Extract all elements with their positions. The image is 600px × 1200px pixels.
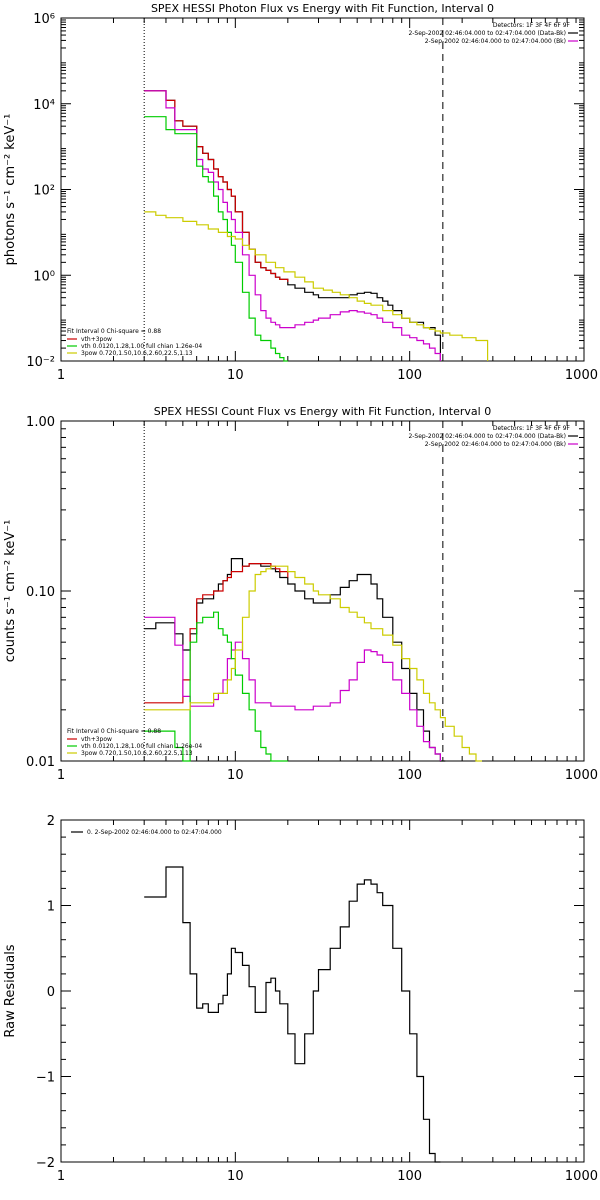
series-line-2 [144,90,289,282]
y-tick-label: −1 [36,1071,55,1086]
y-tick-label: 10⁶ [33,12,55,27]
y-axis-label: photons s⁻¹ cm⁻² keV⁻¹ [3,114,18,266]
fit-legend-item: 3pow 0.720,1.50,10.6,2.60,22.5,1.13 [81,750,193,757]
plot-frame [60,819,585,1163]
x-minor-ticks [112,820,577,1162]
chart-panel-2: SPEX HESSI Count Flux vs Energy with Fit… [3,405,598,783]
series-line-1 [144,866,441,1163]
y-axis-label: Raw Residuals [3,944,18,1037]
chart-panel-3: Raw Residuals 1 10 100 1000 −2 −1 0 1 2 0. 2-Sep-2… [3,814,598,1184]
x-minor-ticks [112,421,577,761]
x-tick-label: 1000 [565,1169,598,1184]
chart-title: SPEX HESSI Count Flux vs Energy with Fit… [154,405,491,418]
x-minor-ticks [112,18,577,361]
y-tick-label: 0 [47,985,55,1000]
chart-panel-1: SPEX HESSI Photon Flux vs Energy with Fi… [3,2,598,383]
x-tick-label: 100 [397,368,422,383]
x-tick-label: 100 [397,1169,422,1184]
x-tick-label: 1 [57,768,65,783]
legend-header: Detectors: 1F 3F 4F 6F 9F [493,425,571,432]
y-tick-label: 0.01 [26,755,55,770]
y-tick-label: 10⁴ [33,98,55,113]
x-tick-label: 10 [227,368,244,383]
legend-header: Detectors: 1F 3F 4F 6F 9F [493,22,571,29]
plot-frame [60,17,585,362]
legend-item: 2-Sep-2002 02:46:04.000 to 02:47:04.000 … [408,433,566,440]
series-line-5 [144,565,482,762]
fit-legend-item: vth 0.0120,1.28,1.00 full chian 1.26e-04 [81,743,202,750]
series-line-2 [144,563,289,704]
fit-legend-item: vth+3pow [81,336,112,343]
y-axis-label: counts s⁻¹ cm⁻² keV⁻¹ [3,520,18,663]
fit-legend-item: vth+3pow [81,736,112,743]
fit-legend-header: Fit Interval 0 Chi-square = 0.88 [67,728,161,735]
series-line-4 [144,611,288,762]
x-tick-label: 1 [57,368,65,383]
series-line-3 [144,90,441,361]
plot-frame [60,420,585,762]
series-line-4 [144,116,288,362]
series-line-1 [144,90,441,361]
x-tick-label: 1 [57,1169,65,1184]
x-tick-label: 1000 [565,768,598,783]
legend-item: 2-Sep-2002 02:46:04.000 to 02:47:04.000 … [425,441,566,448]
series-line-3 [144,616,441,761]
x-tick-label: 1000 [565,368,598,383]
fit-legend-header: Fit Interval 0 Chi-square = 0.88 [67,328,161,335]
y-tick-label: 10⁻² [26,355,55,370]
y-tick-label: 1 [47,900,55,915]
legend-item: 2-Sep-2002 02:46:04.000 to 02:47:04.000 … [425,38,566,45]
x-tick-label: 10 [227,1169,244,1184]
legend-item: 2-Sep-2002 02:46:04.000 to 02:47:04.000 … [408,30,566,37]
y-tick-label: 10⁰ [33,269,55,284]
series-line-5 [144,211,489,361]
series-line-1 [144,558,446,762]
y-tick-label: −2 [36,1156,55,1171]
y-tick-label: 0.10 [26,585,55,600]
x-tick-label: 100 [397,768,422,783]
legend-item: 0. 2-Sep-2002 02:46:04.000 to 02:47:04.0… [87,829,222,836]
fit-legend-item: 3pow 0.720,1.50,10.6,2.60,22.5,1.13 [81,350,193,357]
y-tick-label: 1.00 [26,415,55,430]
y-tick-label: 2 [47,814,55,829]
chart-title: SPEX HESSI Photon Flux vs Energy with Fi… [151,2,494,15]
y-tick-label: 10² [33,184,55,199]
x-tick-label: 10 [227,768,244,783]
fit-legend-item: vth 0.0120,1.28,1.00 full chian 1.26e-04 [81,343,202,350]
